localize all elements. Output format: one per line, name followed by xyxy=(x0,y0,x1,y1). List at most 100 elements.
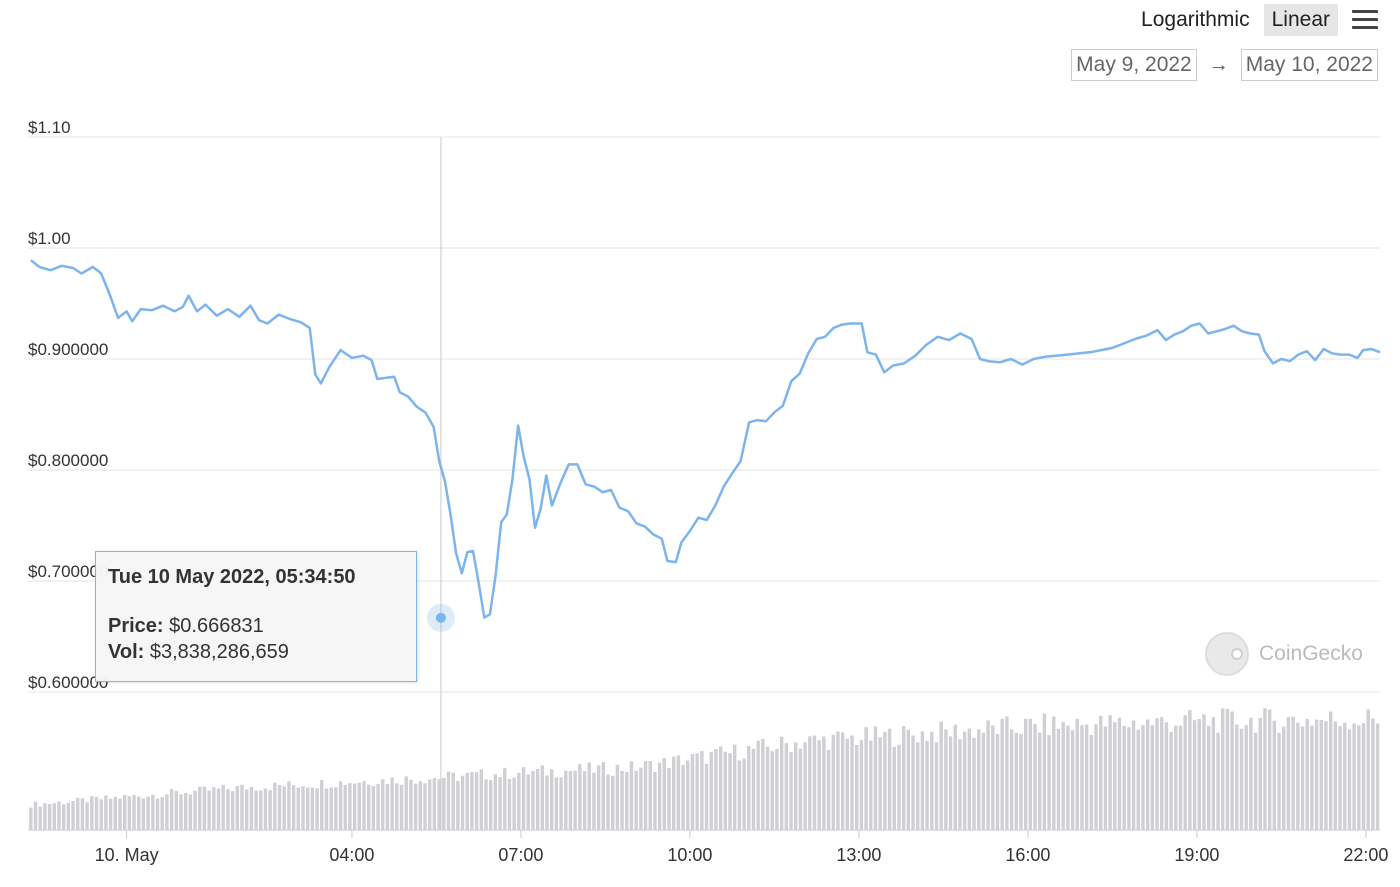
volume-bar xyxy=(526,774,530,830)
volume-bar xyxy=(930,731,934,830)
volume-bar xyxy=(958,739,962,830)
volume-bar xyxy=(244,789,249,830)
volume-bar xyxy=(695,753,699,830)
volume-bar xyxy=(859,740,864,830)
volume-bar xyxy=(714,749,718,830)
volume-bar xyxy=(61,804,66,830)
volume-bar xyxy=(1178,725,1183,830)
volume-bar xyxy=(977,729,981,830)
volume-bar xyxy=(1319,720,1323,830)
volume-bar xyxy=(137,796,141,830)
volume-bar xyxy=(385,784,390,830)
price-series-line xyxy=(30,259,1381,619)
hover-point-marker[interactable] xyxy=(435,612,446,623)
volume-bar xyxy=(437,779,441,830)
volume-bar xyxy=(709,751,713,830)
volume-bar xyxy=(507,778,512,830)
volume-bar xyxy=(1272,720,1277,830)
volume-bar xyxy=(212,787,216,830)
volume-bar xyxy=(1333,721,1338,830)
x-tick-label: 07:00 xyxy=(498,845,543,865)
volume-bar xyxy=(1023,718,1028,830)
volume-bar xyxy=(620,770,624,830)
volume-bar xyxy=(1192,720,1197,830)
volume-bar xyxy=(202,786,207,830)
volume-bar xyxy=(1206,725,1211,830)
volume-bar xyxy=(1361,723,1366,830)
volume-bar xyxy=(808,736,812,830)
hamburger-menu-icon[interactable] xyxy=(1352,8,1380,32)
volume-bar xyxy=(643,761,648,830)
volume-bar xyxy=(662,758,667,830)
volume-bar xyxy=(1277,732,1281,830)
volume-bar xyxy=(887,728,892,830)
y-tick-label: $1.00 xyxy=(28,229,71,248)
volume-bar xyxy=(1019,733,1023,830)
volume-bar xyxy=(1310,725,1314,830)
volume-bar xyxy=(981,732,986,830)
volume-bar xyxy=(775,748,779,830)
volume-bar xyxy=(1375,723,1380,830)
volume-bar xyxy=(127,796,132,830)
volume-bar xyxy=(1014,732,1018,830)
volume-bar xyxy=(460,775,465,830)
volume-bar xyxy=(535,768,540,830)
volume-bar xyxy=(1056,728,1061,830)
x-axis: 10. May 04:00 07:00 10:00 13:00 16:00 19:00 22:… xyxy=(28,829,1388,865)
volume-bar xyxy=(118,798,122,830)
volume-bar xyxy=(179,794,183,830)
volume-bar xyxy=(324,788,329,830)
volume-bar xyxy=(1244,725,1248,830)
volume-bar xyxy=(94,797,99,830)
volume-bar xyxy=(188,794,193,830)
volume-bar xyxy=(1061,722,1065,830)
date-from-input[interactable]: May 9, 2022 xyxy=(1071,49,1197,81)
volume-bar xyxy=(770,751,774,830)
volume-bar xyxy=(259,790,263,830)
date-to-input[interactable]: May 10, 2022 xyxy=(1240,49,1378,81)
volume-bar xyxy=(601,762,606,830)
volume-bar xyxy=(315,788,319,830)
volume-bar xyxy=(352,783,357,830)
volume-bar xyxy=(1300,726,1305,830)
volume-bar xyxy=(916,742,920,830)
x-tick-label: 13:00 xyxy=(836,845,881,865)
chart-tooltip: Tue 10 May 2022, 05:34:50 Price: $0.6668… xyxy=(95,551,417,682)
volume-bar xyxy=(1202,714,1206,830)
gridlines xyxy=(28,136,1380,693)
volume-bar xyxy=(1164,722,1169,830)
volume-bar xyxy=(1258,717,1262,830)
volume-bar xyxy=(751,748,756,830)
linear-scale-button[interactable]: Linear xyxy=(1263,4,1338,36)
volume-bar xyxy=(686,760,690,830)
logarithmic-scale-button[interactable]: Logarithmic xyxy=(1141,8,1250,31)
volume-bar xyxy=(1033,723,1037,830)
volume-bar xyxy=(545,775,549,830)
volume-bar xyxy=(765,746,770,830)
volume-bar xyxy=(629,761,634,830)
volume-bar xyxy=(845,738,850,830)
volume-bar xyxy=(1042,713,1047,830)
volume-bar xyxy=(1263,708,1267,830)
volume-bar xyxy=(1324,721,1328,830)
volume-bar xyxy=(1343,722,1347,830)
volume-bar xyxy=(831,734,835,830)
y-tick-label: $0.800000 xyxy=(28,451,108,470)
volume-bar xyxy=(287,781,291,830)
volume-bar xyxy=(559,777,563,830)
y-tick-label: $0.900000 xyxy=(28,340,108,359)
volume-bar xyxy=(690,754,695,830)
volume-bar xyxy=(80,798,85,830)
volume-bar xyxy=(592,772,596,830)
volume-bar xyxy=(165,794,169,830)
volume-bar xyxy=(465,772,469,830)
volume-bar xyxy=(1155,718,1159,830)
volume-bar xyxy=(798,748,803,830)
volume-bar xyxy=(1084,724,1089,830)
volume-bar xyxy=(676,755,681,830)
volume-bar xyxy=(277,785,282,830)
volume-bar xyxy=(747,745,751,830)
volume-bar xyxy=(357,782,361,830)
volume-bar xyxy=(625,772,629,830)
